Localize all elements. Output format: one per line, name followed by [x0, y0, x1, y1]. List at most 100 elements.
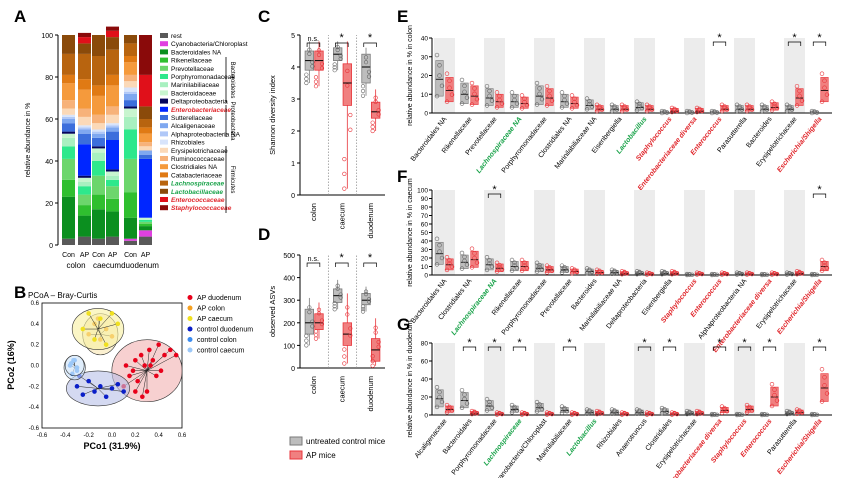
data-point [659, 269, 665, 274]
box [545, 412, 554, 415]
data-point [794, 103, 800, 108]
data-point [719, 102, 725, 108]
y-axis-label: relative abundance in % in colon [407, 25, 414, 126]
box [361, 53, 371, 84]
legend-entry: untreated control mice [306, 437, 386, 446]
data-point [447, 78, 452, 83]
bar-segment [78, 129, 91, 134]
bar-segment [124, 192, 137, 218]
data-point [313, 75, 319, 80]
y-tick-label: 400 [283, 276, 295, 283]
data-point [363, 289, 369, 294]
y-tick-label: 50 [421, 230, 429, 237]
data-point [522, 96, 527, 101]
data-point [313, 79, 319, 84]
data-point [484, 396, 490, 402]
bar-segment [92, 56, 105, 86]
data-point [647, 411, 652, 416]
x-tick-label: Rhizobiales [596, 418, 624, 451]
data-point [569, 93, 575, 98]
bar-segment [139, 119, 152, 128]
data-point [544, 103, 550, 108]
data-point [819, 268, 825, 273]
x-tick-label: Marinilabiliaceae NA [579, 278, 624, 333]
data-point [787, 105, 792, 111]
group-label: caecum [93, 261, 121, 270]
data-point [712, 412, 717, 417]
data-point [464, 262, 470, 267]
data-point [599, 411, 605, 416]
data-point [794, 83, 800, 89]
data-point [669, 269, 675, 274]
y-tick-label: 0 [291, 193, 295, 200]
y-axis-label: relative abundance in % [25, 103, 32, 178]
legend-swatch [160, 74, 168, 79]
data-point [444, 267, 450, 273]
box [314, 313, 324, 330]
data-point [316, 48, 322, 53]
data-point [784, 108, 790, 114]
data-point [672, 411, 677, 416]
data-point [722, 271, 727, 276]
spider-line [135, 360, 148, 371]
bar-segment [92, 152, 105, 161]
legend-swatch [160, 147, 168, 153]
data-point [162, 352, 167, 358]
data-point [497, 411, 502, 416]
data-point [332, 62, 337, 67]
y-axis-label: Shannon diversity index [268, 75, 277, 155]
data-point [537, 265, 542, 270]
data-point [376, 108, 381, 113]
y-tick-label: 30 [421, 247, 429, 254]
data-point [434, 262, 440, 267]
data-point [437, 243, 442, 248]
data-point [709, 108, 715, 114]
data-point [569, 266, 575, 271]
legend-swatch [160, 197, 168, 202]
data-point [639, 410, 645, 415]
data-point [363, 55, 369, 60]
bar-segment [106, 211, 119, 237]
bar-segment [78, 175, 91, 178]
significance-bracket [335, 42, 349, 47]
y-tick-label: 10 [421, 92, 429, 99]
bar-segment [78, 53, 91, 80]
x-tick-label: duodenum [366, 203, 375, 238]
data-point [649, 271, 655, 277]
bar-segment [62, 108, 75, 115]
bar-segment [92, 85, 105, 96]
y-axis-label: observed ASVs [268, 286, 277, 338]
bar-segment [106, 123, 119, 126]
legend-entry: Enterobacteriaceae [171, 107, 231, 114]
data-point [809, 108, 815, 114]
column-shade [534, 343, 555, 415]
data-point [739, 271, 745, 277]
data-point [370, 354, 375, 359]
data-point [734, 272, 740, 277]
data-point [747, 406, 752, 411]
data-point [348, 112, 353, 118]
x-tick-label: -0.4 [60, 433, 71, 439]
data-point [709, 411, 715, 417]
spider-line [135, 370, 148, 392]
data-point [784, 408, 790, 414]
data-point [694, 411, 700, 417]
data-point [92, 389, 97, 394]
data-point [519, 412, 525, 417]
data-point [797, 88, 802, 94]
bracket-label: Bacteroidetes [229, 62, 235, 99]
data-point [819, 257, 825, 263]
data-point [313, 84, 319, 89]
data-point [534, 269, 540, 274]
box [485, 258, 494, 271]
bar-segment [139, 226, 152, 231]
data-point [370, 124, 375, 129]
data-point [544, 83, 550, 89]
data-point [814, 272, 820, 277]
data-point [80, 326, 86, 332]
data-point [335, 283, 340, 288]
box [745, 272, 754, 275]
bar-segment [78, 43, 91, 54]
data-point [544, 270, 550, 275]
data-point [524, 411, 530, 417]
